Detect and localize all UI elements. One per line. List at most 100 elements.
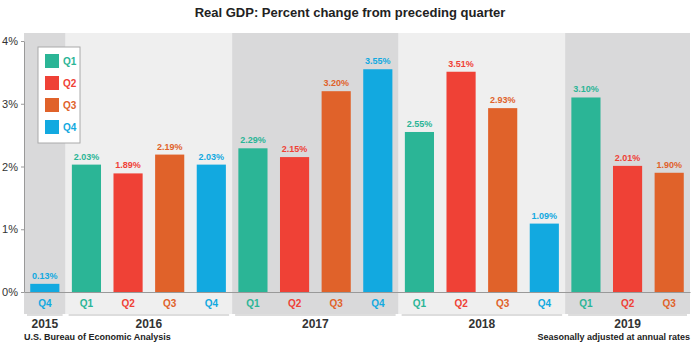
- x-tick: Q3: [496, 298, 510, 309]
- x-tick: Q3: [163, 298, 177, 309]
- bar: [405, 132, 434, 292]
- note: Seasonally adjusted at annual rates: [537, 332, 690, 342]
- legend-entry: Q2: [45, 76, 77, 90]
- bar: [446, 72, 475, 292]
- y-tick-mark: [21, 104, 24, 105]
- legend-label: Q3: [63, 100, 77, 111]
- data-label: 3.51%: [448, 59, 474, 69]
- y-tick: 4%: [2, 35, 24, 47]
- x-tick: Q4: [205, 298, 219, 309]
- x-tick-label: Q4: [538, 298, 552, 309]
- y-axis-line: [24, 42, 25, 293]
- year-rule: [402, 315, 563, 316]
- data-label: 1.89%: [115, 160, 141, 170]
- year-label: 2019: [614, 317, 641, 331]
- title: Real GDP: Percent change from preceding …: [195, 5, 506, 20]
- legend-label: Q1: [63, 56, 77, 67]
- year-band: [232, 33, 399, 314]
- data-label: 0.13%: [32, 271, 58, 281]
- x-axis-line: [25, 292, 691, 293]
- x-tick-label: Q1: [80, 298, 94, 309]
- x-tick: Q3: [330, 298, 344, 309]
- x-tick: Q3: [663, 298, 677, 309]
- data-label: 1.09%: [532, 211, 558, 221]
- y-tick: 0%: [2, 286, 24, 298]
- x-tick-label: Q1: [413, 298, 427, 309]
- y-axis: 0%1%2%3%4%: [2, 35, 24, 298]
- legend-entry: Q4: [45, 120, 77, 134]
- year-rule: [235, 315, 396, 316]
- legend-swatch: [45, 98, 59, 112]
- y-tick-mark: [21, 41, 24, 42]
- source: U.S. Bureau of Economic Analysis: [24, 332, 171, 342]
- legend-label: Q4: [63, 122, 77, 133]
- x-tick: Q1: [579, 298, 593, 309]
- bar: [655, 173, 684, 292]
- data-label: 2.55%: [407, 119, 433, 129]
- year-label: 2016: [136, 317, 163, 331]
- data-label: 2.15%: [282, 144, 308, 154]
- data-label: 2.29%: [240, 135, 266, 145]
- data-labels: 2.03%2.29%2.55%3.10%1.89%2.15%3.51%2.01%…: [32, 56, 682, 281]
- data-label: 1.90%: [656, 160, 682, 170]
- data-label: 2.19%: [157, 142, 183, 152]
- bar: [238, 148, 267, 292]
- x-tick-label: Q1: [246, 298, 260, 309]
- legend-swatch: [45, 76, 59, 90]
- x-tick: Q2: [621, 298, 635, 309]
- x-tick-label: Q3: [496, 298, 510, 309]
- legend-swatch: [45, 120, 59, 134]
- year-rule: [69, 315, 230, 316]
- year-band: [565, 33, 690, 314]
- bar: [72, 165, 101, 292]
- y-tick-label: 0%: [2, 286, 18, 298]
- bar: [530, 224, 559, 292]
- bar: [322, 91, 351, 292]
- y-tick: 1%: [2, 223, 24, 235]
- legend: Q1 Q2 Q3 Q4: [38, 47, 80, 143]
- year-band: [399, 33, 566, 314]
- x-tick-label: Q1: [579, 298, 593, 309]
- year-label: 2017: [302, 317, 329, 331]
- x-tick: Q4: [371, 298, 385, 309]
- y-tick-mark: [21, 229, 24, 230]
- x-axis: Q4Q1Q2Q3Q4Q1Q2Q3Q4Q1Q2Q3Q4Q1Q2Q3: [25, 293, 691, 310]
- bar: [30, 284, 59, 292]
- x-tick: Q1: [413, 298, 427, 309]
- x-tick-label: Q2: [288, 298, 302, 309]
- bar: [571, 97, 600, 292]
- data-label: 2.01%: [615, 153, 641, 163]
- x-tick: Q4: [538, 298, 552, 309]
- data-label: 2.03%: [74, 152, 100, 162]
- legend-entry: Q1: [45, 54, 77, 68]
- legend-entry: Q3: [45, 98, 77, 112]
- data-label: 3.20%: [323, 78, 349, 88]
- x-tick-label: Q3: [330, 298, 344, 309]
- bar: [488, 108, 517, 292]
- x-tick-label: Q3: [163, 298, 177, 309]
- x-tick-label: Q2: [454, 298, 468, 309]
- year-rule: [568, 315, 687, 316]
- x-tick-label: Q4: [371, 298, 385, 309]
- y-tick-label: 3%: [2, 98, 18, 110]
- y-tick-mark: [21, 167, 24, 168]
- x-tick: Q1: [80, 298, 94, 309]
- bar: [197, 165, 226, 292]
- y-tick-label: 4%: [2, 35, 18, 47]
- x-tick-label: Q2: [121, 298, 135, 309]
- x-tick: Q1: [246, 298, 260, 309]
- legend-swatch: [45, 54, 59, 68]
- legend-label: Q2: [63, 78, 77, 89]
- year-axis: 2015 2016 2017 2018 2019: [27, 315, 687, 331]
- bars: [30, 69, 684, 292]
- year-backgrounds: [24, 33, 690, 314]
- y-tick-label: 1%: [2, 223, 18, 235]
- year-label: 2015: [31, 317, 58, 331]
- bar: [155, 155, 184, 292]
- bar: [113, 173, 142, 292]
- data-label: 3.55%: [365, 56, 391, 66]
- chart: Real GDP: Percent change from preceding …: [0, 0, 700, 346]
- y-tick-mark: [21, 292, 24, 293]
- year-label: 2018: [469, 317, 496, 331]
- bar: [280, 157, 309, 292]
